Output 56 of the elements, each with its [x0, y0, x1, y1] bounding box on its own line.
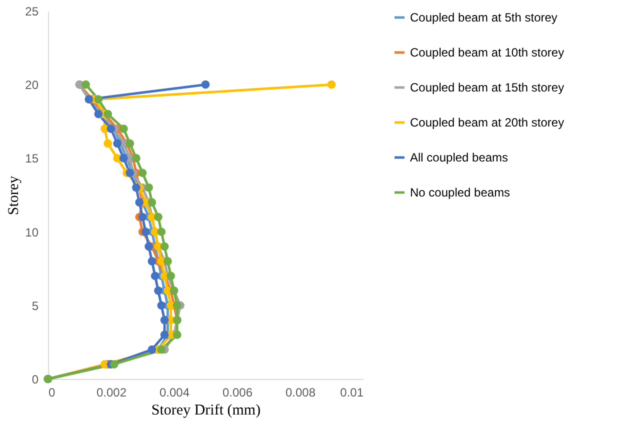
point	[157, 345, 166, 354]
point	[126, 168, 134, 178]
point	[144, 183, 153, 192]
y-tick-label: 0	[32, 372, 39, 386]
x-tick-label: 0	[48, 386, 56, 400]
legend-label: Coupled beam at 20th storey	[410, 116, 564, 130]
point	[113, 139, 122, 148]
point	[327, 80, 336, 89]
point	[104, 110, 112, 118]
point	[94, 95, 103, 104]
point	[138, 168, 147, 178]
x-tick-label: 0.008	[285, 386, 316, 400]
point	[148, 198, 156, 207]
point	[172, 301, 182, 310]
point	[144, 242, 153, 251]
legend-label: No coupled beams	[410, 186, 510, 200]
legend-label: Coupled beam at 10th storey	[410, 46, 564, 60]
point	[119, 154, 128, 162]
x-tick-label: 0.004	[159, 386, 190, 400]
point	[157, 301, 166, 310]
y-tick-label: 15	[25, 152, 39, 166]
y-tick-label: 25	[25, 4, 39, 18]
y-axis-title: Storey	[6, 175, 22, 216]
point	[132, 154, 140, 162]
point	[160, 242, 169, 251]
point	[119, 124, 128, 133]
point	[166, 272, 176, 280]
y-tick-label: 20	[25, 78, 39, 92]
y-tick-label: 10	[25, 225, 39, 240]
point	[154, 212, 162, 222]
point	[110, 360, 118, 368]
point	[106, 124, 116, 133]
point	[157, 228, 166, 236]
legend-label: All coupled beams	[410, 150, 508, 164]
legend-label: Coupled beam at 15th storey	[410, 80, 564, 94]
point	[164, 257, 172, 266]
point	[104, 139, 112, 148]
point	[201, 80, 210, 89]
point	[138, 212, 147, 222]
point	[160, 316, 169, 324]
legend-label: Coupled beam at 5th storey	[410, 10, 558, 24]
y-tick-label: 5	[32, 298, 39, 313]
point	[150, 272, 160, 280]
point	[132, 183, 140, 192]
point	[141, 228, 150, 236]
point	[160, 330, 169, 340]
x-tick-label: 0.01	[340, 386, 364, 400]
x-axis-title: Storey Drift (mm)	[151, 402, 261, 418]
point	[82, 80, 90, 89]
point	[148, 345, 156, 354]
x-tick-label: 0.002	[96, 386, 127, 400]
point	[148, 257, 156, 266]
point	[94, 110, 103, 118]
point	[126, 139, 134, 148]
point	[154, 286, 162, 295]
x-tick-label: 0.006	[222, 386, 253, 400]
